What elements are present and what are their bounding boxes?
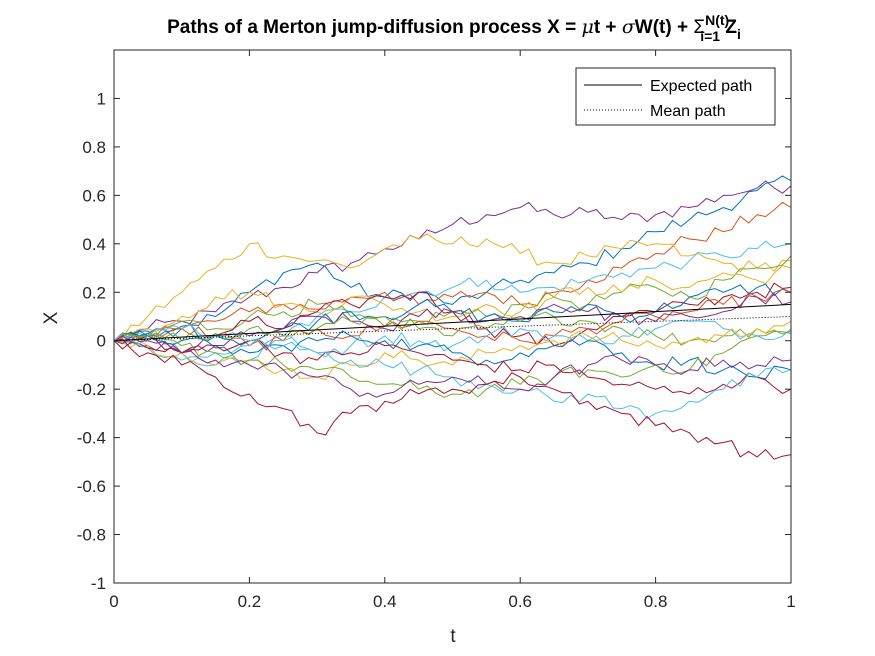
y-tick-label: -1 — [91, 574, 106, 593]
y-tick-label: 0.2 — [82, 283, 106, 302]
x-tick-label: 0.4 — [373, 592, 397, 611]
x-tick-label: 0.2 — [238, 592, 262, 611]
y-tick-label: 0.6 — [82, 186, 106, 205]
y-tick-label: -0.8 — [77, 526, 106, 545]
series-line-1 — [113, 180, 792, 342]
series-line-12 — [113, 311, 792, 346]
y-tick-label: 0 — [97, 332, 106, 351]
x-tick-label: 0.6 — [508, 592, 532, 611]
series-line-20 — [113, 338, 792, 460]
chart-title: Paths of a Merton jump-diffusion process… — [167, 12, 741, 44]
y-tick-label: -0.2 — [77, 380, 106, 399]
x-tick-label: 0 — [109, 592, 118, 611]
series-line-5 — [113, 240, 792, 367]
y-tick-label: 1 — [97, 89, 106, 108]
series-line-17 — [113, 338, 792, 395]
series-line-2 — [113, 175, 792, 343]
y-tick-label: 0.8 — [82, 138, 106, 157]
series-line-7 — [113, 265, 792, 342]
series-line-3 — [113, 201, 792, 342]
x-tick-label: 1 — [786, 592, 795, 611]
axis-ticks: 0 0.2 0.4 0.6 0.8 1 -1 -0.8 -0.6 -0.4 -0.2 0 0.2 0.4 0… — [77, 50, 796, 611]
legend-mean-label: Mean path — [650, 103, 726, 120]
legend: Expected path Mean path — [575, 67, 776, 126]
expected-path-line — [113, 303, 792, 342]
series-line-19 — [113, 336, 792, 398]
y-tick-label: -0.6 — [77, 477, 106, 496]
series-line-14 — [113, 320, 792, 381]
series-layer — [113, 175, 792, 460]
legend-box — [575, 67, 776, 126]
axes-box — [113, 49, 792, 584]
y-tick-label: -0.4 — [77, 429, 106, 448]
x-axis-label: t — [450, 626, 456, 647]
y-axis-label: X — [41, 311, 62, 324]
series-line-11 — [113, 292, 792, 354]
mean-path-line — [113, 316, 792, 342]
legend-expected-label: Expected path — [650, 78, 752, 95]
y-tick-label: 0.4 — [82, 235, 106, 254]
series-line-4 — [113, 233, 792, 342]
x-tick-label: 0.8 — [644, 592, 668, 611]
reference-lines — [113, 303, 792, 342]
